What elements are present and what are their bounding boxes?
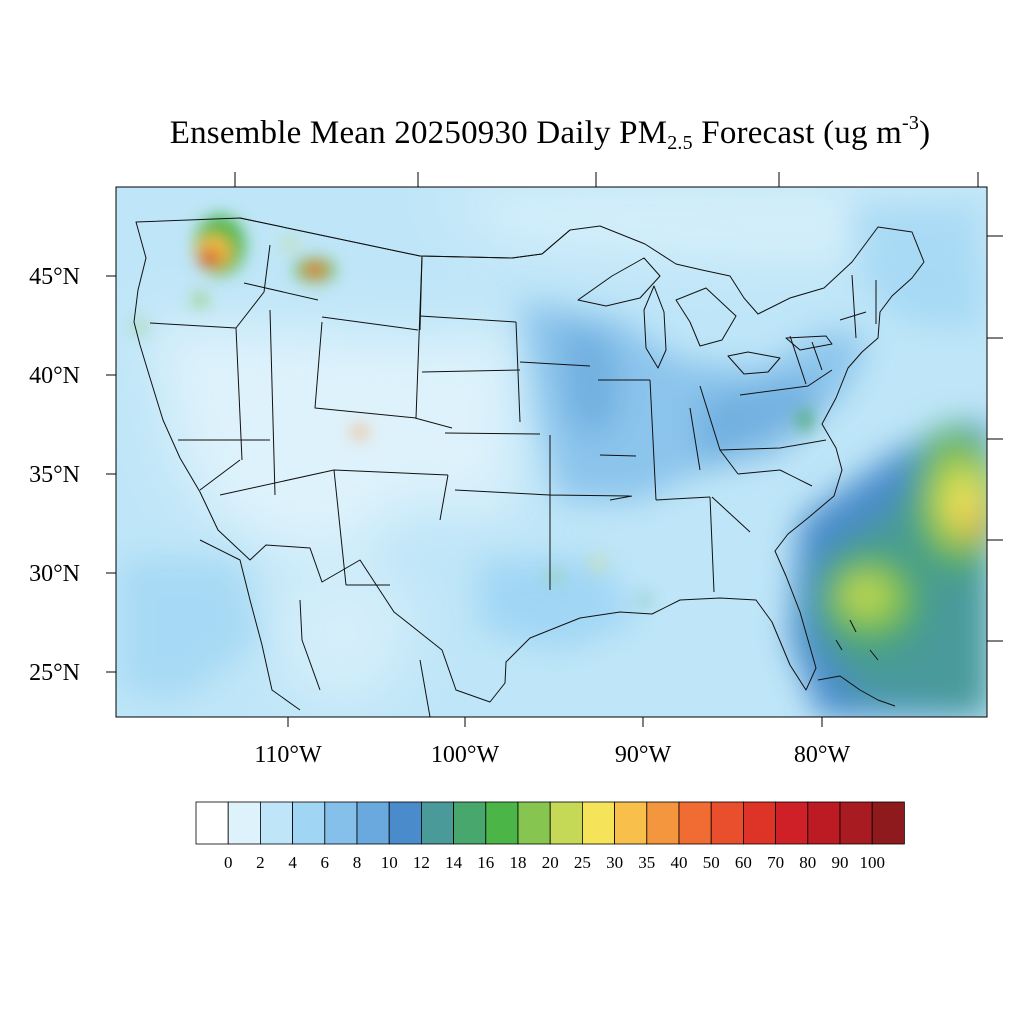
colorbar-label: 100: [859, 853, 885, 872]
colorbar-swatch: [807, 801, 841, 845]
colorbar-swatch: [517, 801, 551, 845]
lon-label: 80°W: [794, 742, 851, 768]
geographic-boundaries: [133, 217, 925, 717]
colorbar-label: 12: [413, 853, 430, 872]
lat-label: 30°N: [29, 561, 80, 587]
colorbar-swatch: [549, 801, 583, 845]
colorbar-label: 0: [224, 853, 233, 872]
lon-label: 90°W: [615, 742, 672, 768]
graticule-ticks: [106, 172, 1003, 727]
title-subscript: 2.5: [667, 132, 693, 154]
colorbar-swatch: [356, 801, 390, 845]
map-frame: [115, 186, 988, 718]
lat-label: 40°N: [29, 363, 80, 389]
colorbar-swatch: [227, 801, 261, 845]
colorbar-swatch: [195, 801, 229, 845]
latitude-labels: 45°N 40°N 35°N 30°N 25°N: [29, 264, 80, 686]
colorbar-swatch: [839, 801, 873, 845]
map-title: Ensemble Mean 20250930 Daily PM2.5 Forec…: [0, 112, 1024, 155]
colorbar-swatch: [388, 801, 422, 845]
colorbar-label: 40: [671, 853, 688, 872]
colorbar-label: 2: [256, 853, 265, 872]
colorbar-swatch: [710, 801, 744, 845]
colorbar-label: 90: [832, 853, 849, 872]
colorbar-swatch: [420, 801, 454, 845]
low-concentration-zones: [150, 190, 980, 700]
colorbar-label: 50: [703, 853, 720, 872]
fire-hotspots: [135, 215, 812, 604]
title-superscript: -3: [902, 112, 920, 134]
state-lines-central: [419, 255, 711, 590]
colorbar-label: 10: [381, 853, 398, 872]
lon-label: 100°W: [431, 742, 500, 768]
colorbar-swatch: [485, 801, 519, 845]
great-lakes: [577, 257, 833, 375]
colorbar-swatch: [292, 801, 326, 845]
us-outline: [133, 217, 925, 703]
colorbar-label: 14: [445, 853, 463, 872]
lon-label: 110°W: [254, 742, 322, 768]
colorbar-swatch: [453, 801, 487, 845]
colorbar-swatch: [743, 801, 777, 845]
title-suffix: ): [919, 115, 931, 151]
colorbar-swatch: [324, 801, 358, 845]
colorbar-label: 16: [477, 853, 494, 872]
longitude-labels: 110°W 100°W 90°W 80°W: [254, 742, 850, 768]
title-prefix: Ensemble Mean 20250930 Daily PM: [169, 115, 668, 151]
colorbar-label: 35: [638, 853, 655, 872]
colorbar-swatch: [871, 801, 905, 845]
colorbar-legend: 0 2 4 6 8 10 12 14 16 18 20 25 30 35 40 50 60 70 80 90 100: [195, 801, 905, 872]
state-lines-west: [149, 244, 453, 586]
colorbar-swatch: [646, 801, 680, 845]
concentration-field: [116, 187, 987, 717]
lat-label: 35°N: [29, 462, 80, 488]
state-lines-east: [609, 274, 877, 593]
title-middle: Forecast (ug m: [692, 115, 903, 151]
colorbar-swatch: [259, 801, 293, 845]
colorbar-swatch: [614, 801, 648, 845]
colorbar-label: 4: [288, 853, 297, 872]
cuba-bahamas: [817, 619, 896, 707]
colorbar-label: 60: [735, 853, 752, 872]
colorbar-label: 8: [353, 853, 362, 872]
colorbar-label: 18: [510, 853, 527, 872]
colorbar-label: 80: [799, 853, 816, 872]
colorbar-label: 25: [574, 853, 591, 872]
colorbar-label: 70: [767, 853, 784, 872]
colorbar-label: 20: [542, 853, 559, 872]
lat-label: 45°N: [29, 264, 80, 290]
mexico-border: [199, 539, 431, 717]
colorbar-swatch: [678, 801, 712, 845]
colorbar-swatch: [582, 801, 616, 845]
colorbar-label: 6: [321, 853, 330, 872]
moderate-concentration-zones: [120, 200, 980, 700]
lat-label: 25°N: [29, 660, 80, 686]
colorbar-label: 30: [606, 853, 623, 872]
colorbar-swatch: [775, 801, 809, 845]
canada-border: [239, 217, 571, 259]
atlantic-plume: [790, 421, 987, 717]
